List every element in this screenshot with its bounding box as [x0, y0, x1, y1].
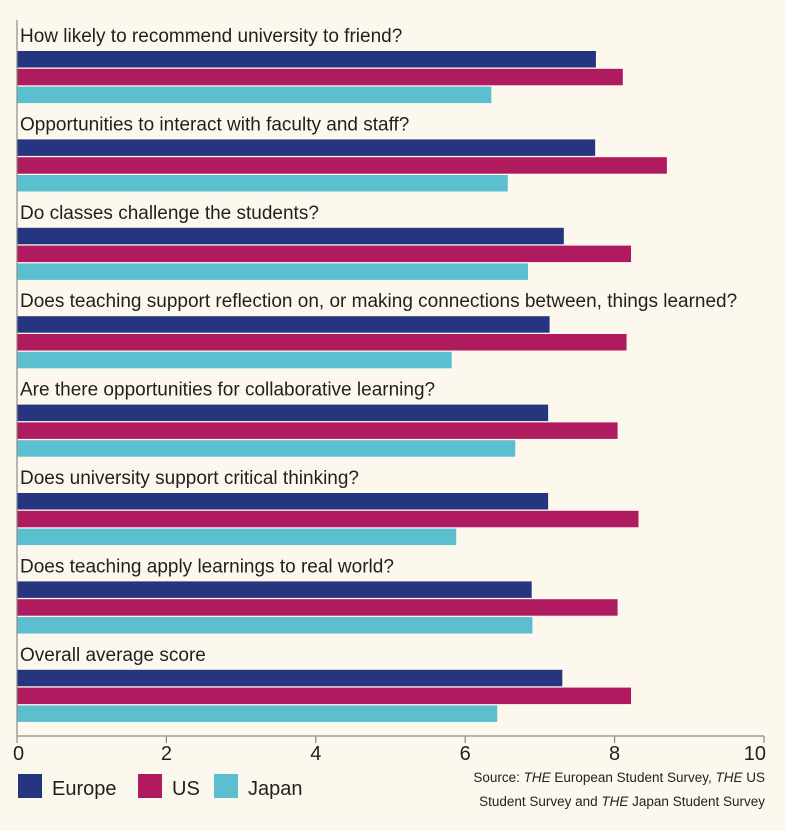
- category-group: Are there opportunities for collaborativ…: [17, 380, 618, 457]
- bar-japan-2: [17, 263, 528, 280]
- bar-europe-5: [17, 493, 549, 510]
- bar-europe-1: [17, 139, 596, 156]
- legend-label-us: US: [172, 778, 200, 800]
- x-tick-label: 6: [460, 743, 471, 765]
- legend-label-japan: Japan: [248, 778, 303, 800]
- bar-us-3: [17, 334, 627, 351]
- legend-swatch-japan: [214, 774, 238, 798]
- category-label: Opportunities to interact with faculty a…: [20, 114, 409, 135]
- category-group: Does teaching support reflection on, or …: [17, 291, 737, 369]
- bar-europe-0: [17, 51, 596, 68]
- category-group: Do classes challenge the students?: [17, 203, 632, 280]
- category-label: How likely to recommend university to fr…: [20, 26, 402, 47]
- category-group: How likely to recommend university to fr…: [17, 26, 623, 104]
- bar-europe-6: [17, 581, 532, 598]
- legend-swatch-us: [138, 774, 162, 798]
- bar-japan-1: [17, 175, 508, 192]
- x-tick-label: 10: [744, 743, 766, 765]
- x-tick-label: 0: [13, 743, 24, 765]
- legend: Europe US Japan: [18, 774, 303, 800]
- category-group: Does teaching apply learnings to real wo…: [17, 556, 618, 634]
- bar-japan-6: [17, 617, 533, 634]
- bar-japan-0: [17, 86, 492, 104]
- bar-europe-3: [17, 316, 550, 333]
- category-group: Opportunities to interact with faculty a…: [17, 114, 667, 192]
- x-tick-label: 4: [310, 743, 321, 765]
- category-group: Overall average score: [17, 645, 632, 722]
- bar-us-6: [17, 599, 618, 616]
- source-note-line2: Student Survey and THE Japan Student Sur…: [479, 794, 765, 809]
- bar-us-1: [17, 157, 667, 174]
- bar-us-0: [17, 68, 623, 86]
- bar-japan-5: [17, 528, 457, 546]
- source-note-line1: Source: THE European Student Survey, THE…: [473, 770, 765, 785]
- bar-us-5: [17, 510, 639, 528]
- category-label: Are there opportunities for collaborativ…: [20, 380, 435, 401]
- x-tick-label: 2: [161, 743, 172, 765]
- category-label: Does teaching support reflection on, or …: [20, 291, 737, 312]
- bar-japan-4: [17, 440, 516, 457]
- category-label: Do classes challenge the students?: [20, 203, 319, 224]
- bar-japan-7: [17, 705, 498, 722]
- bar-us-4: [17, 422, 618, 439]
- bar-us-7: [17, 687, 632, 705]
- bar-japan-3: [17, 351, 452, 369]
- bar-europe-4: [17, 404, 549, 422]
- legend-label-europe: Europe: [52, 778, 117, 800]
- category-label: Does university support critical thinkin…: [20, 468, 359, 489]
- bar-europe-7: [17, 669, 563, 687]
- legend-swatch-europe: [18, 774, 42, 798]
- category-label: Overall average score: [20, 645, 206, 666]
- category-group: Does university support critical thinkin…: [17, 468, 639, 546]
- bar-europe-2: [17, 227, 564, 245]
- category-label: Does teaching apply learnings to real wo…: [20, 556, 394, 577]
- x-tick-label: 8: [609, 743, 620, 765]
- bar-us-2: [17, 245, 632, 263]
